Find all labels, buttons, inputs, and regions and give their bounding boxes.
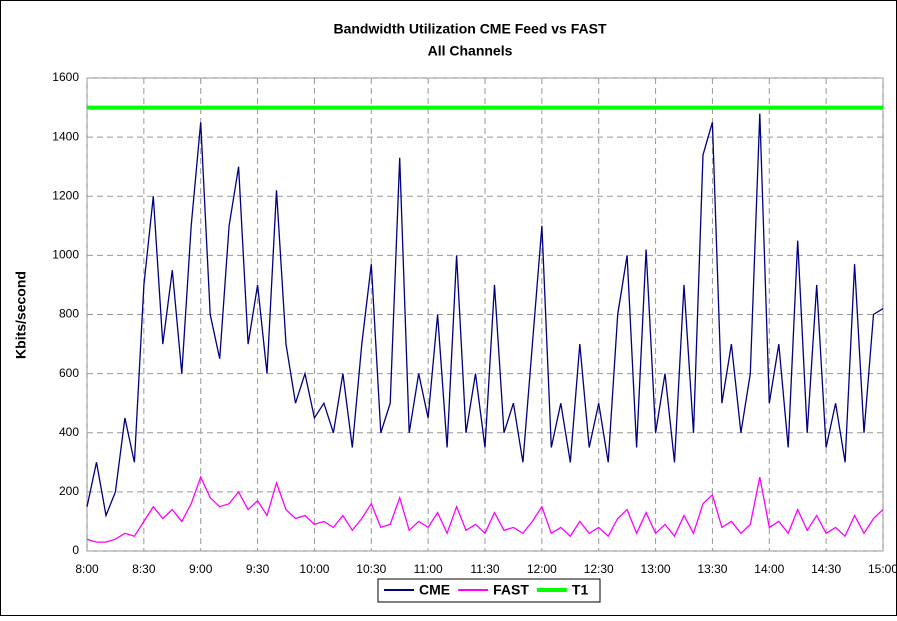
y-tick-label: 1400	[52, 129, 79, 143]
chart-subtitle: All Channels	[428, 43, 513, 59]
x-tick-label: 9:00	[189, 562, 213, 576]
x-tick-label: 14:30	[811, 562, 841, 576]
x-tick-label: 13:30	[697, 562, 727, 576]
legend-label: CME	[419, 582, 450, 598]
legend-label: T1	[572, 582, 589, 598]
y-tick-label: 1000	[52, 248, 79, 262]
legend-box	[377, 578, 601, 603]
x-tick-label: 14:00	[754, 562, 784, 576]
x-tick-label: 8:30	[132, 562, 156, 576]
x-tick-label: 10:30	[356, 562, 386, 576]
series-line	[86, 113, 884, 518]
x-tick-label: 11:30	[470, 562, 499, 576]
x-tick-label: 15:00	[868, 562, 897, 576]
y-tick-label: 800	[59, 307, 79, 321]
legend-label: FAST	[493, 582, 529, 598]
y-tick-label: 200	[59, 484, 79, 498]
x-tick-label: 11:00	[414, 562, 443, 576]
x-tick-label: 9:30	[246, 562, 270, 576]
x-tick-label: 8:00	[75, 562, 99, 576]
y-axis-label: Kbits/second	[13, 271, 29, 359]
x-tick-label: 12:00	[527, 562, 557, 576]
series-line	[86, 475, 884, 543]
x-tick-label: 10:00	[299, 562, 329, 576]
x-tick-label: 12:30	[584, 562, 614, 576]
y-tick-label: 0	[72, 543, 79, 557]
y-tick-label: 1600	[52, 70, 79, 84]
chart-title: Bandwidth Utilization CME Feed vs FAST	[333, 21, 606, 37]
legend: CME FAST T1	[377, 578, 601, 603]
y-tick-label: 1200	[52, 188, 79, 202]
y-tick-label: 400	[59, 425, 79, 439]
x-tick-label: 13:00	[641, 562, 671, 576]
y-tick-label: 600	[59, 366, 79, 380]
